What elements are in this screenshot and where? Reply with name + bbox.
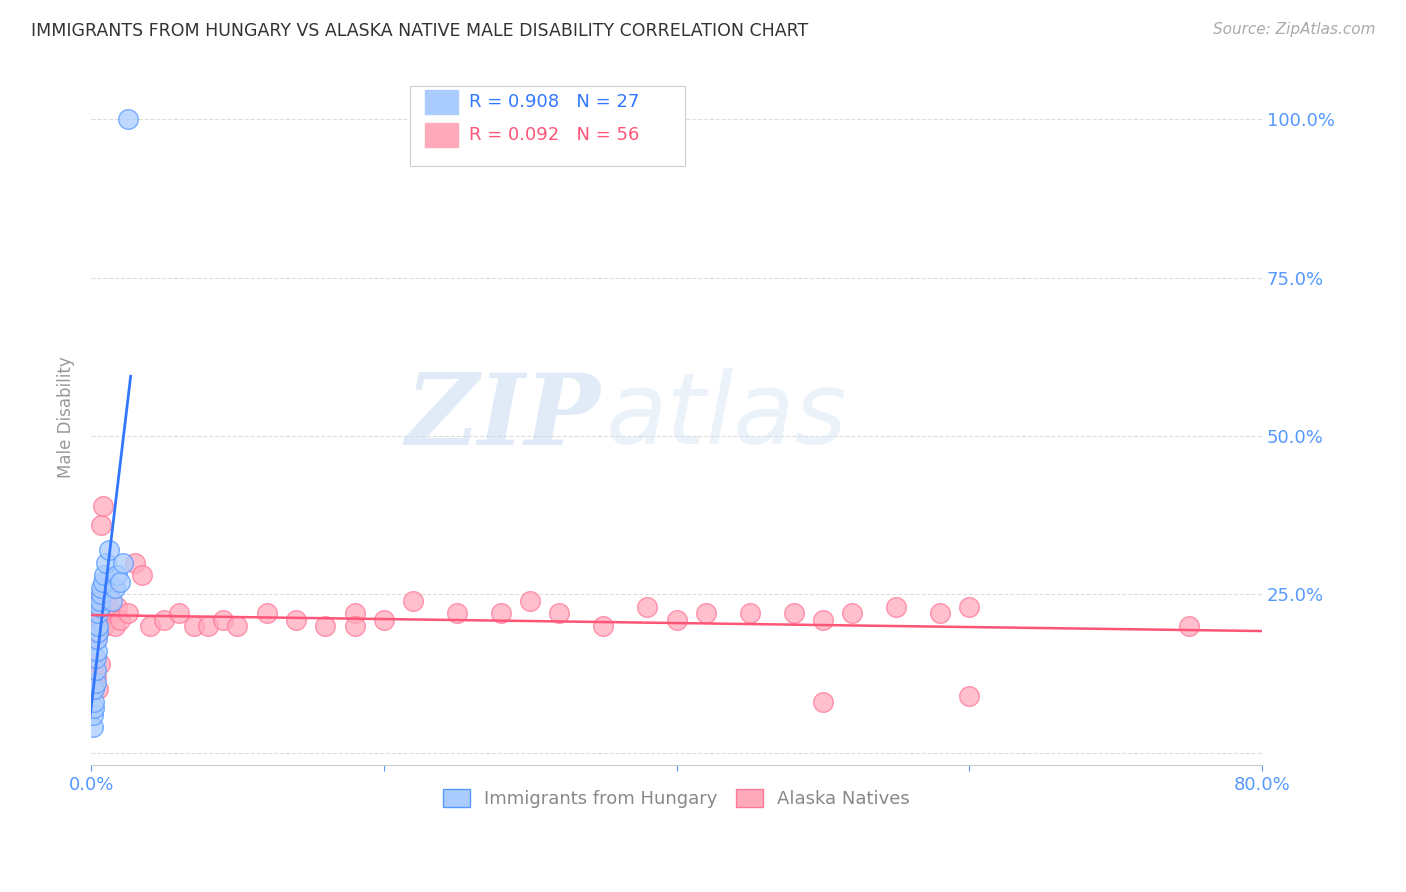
Point bbox=[84, 669, 107, 683]
Point bbox=[97, 587, 120, 601]
Text: IMMIGRANTS FROM HUNGARY VS ALASKA NATIVE MALE DISABILITY CORRELATION CHART: IMMIGRANTS FROM HUNGARY VS ALASKA NATIVE… bbox=[31, 22, 808, 40]
Point bbox=[91, 499, 114, 513]
Point bbox=[89, 599, 111, 614]
Point bbox=[103, 581, 125, 595]
Point bbox=[83, 625, 105, 640]
Point bbox=[90, 581, 112, 595]
Point bbox=[124, 556, 146, 570]
Point bbox=[117, 112, 139, 127]
Point bbox=[841, 606, 863, 620]
Point bbox=[83, 682, 105, 697]
Point bbox=[446, 606, 468, 620]
Point bbox=[84, 650, 107, 665]
Text: atlas: atlas bbox=[606, 368, 848, 466]
Point bbox=[107, 599, 129, 614]
Point bbox=[695, 606, 717, 620]
Point bbox=[343, 619, 366, 633]
Point bbox=[82, 707, 104, 722]
FancyBboxPatch shape bbox=[409, 86, 685, 166]
Point bbox=[1177, 619, 1199, 633]
Point bbox=[100, 593, 122, 607]
Point bbox=[343, 606, 366, 620]
Point bbox=[97, 542, 120, 557]
Point bbox=[86, 644, 108, 658]
Y-axis label: Male Disability: Male Disability bbox=[58, 356, 75, 478]
Point bbox=[103, 619, 125, 633]
Point bbox=[153, 613, 176, 627]
Point bbox=[183, 619, 205, 633]
Point bbox=[107, 568, 129, 582]
Point bbox=[117, 606, 139, 620]
Point bbox=[212, 613, 235, 627]
Legend: Immigrants from Hungary, Alaska Natives: Immigrants from Hungary, Alaska Natives bbox=[436, 781, 917, 815]
Point bbox=[83, 701, 105, 715]
Text: ZIP: ZIP bbox=[405, 368, 600, 465]
Point bbox=[87, 625, 110, 640]
Point bbox=[93, 619, 115, 633]
Point bbox=[87, 619, 110, 633]
Point bbox=[87, 606, 110, 620]
Point bbox=[548, 606, 571, 620]
Point bbox=[84, 606, 107, 620]
Point bbox=[811, 695, 834, 709]
Point bbox=[91, 574, 114, 589]
Point bbox=[94, 556, 117, 570]
Point bbox=[87, 606, 110, 620]
Point bbox=[811, 613, 834, 627]
Point bbox=[519, 593, 541, 607]
Point bbox=[738, 606, 761, 620]
Point bbox=[87, 682, 110, 697]
Text: Source: ZipAtlas.com: Source: ZipAtlas.com bbox=[1212, 22, 1375, 37]
Text: R = 0.092   N = 56: R = 0.092 N = 56 bbox=[470, 126, 640, 144]
Point bbox=[94, 599, 117, 614]
Point bbox=[138, 619, 160, 633]
Point bbox=[83, 657, 105, 671]
Bar bbox=[425, 90, 457, 114]
Point bbox=[86, 632, 108, 646]
Point bbox=[112, 556, 135, 570]
Point bbox=[90, 587, 112, 601]
Point bbox=[82, 619, 104, 633]
Point bbox=[782, 606, 804, 620]
Point bbox=[131, 568, 153, 582]
Point bbox=[256, 606, 278, 620]
Point bbox=[84, 676, 107, 690]
Bar bbox=[425, 123, 457, 146]
Text: R = 0.908   N = 27: R = 0.908 N = 27 bbox=[470, 93, 640, 111]
Point bbox=[636, 599, 658, 614]
Point bbox=[89, 613, 111, 627]
Point bbox=[489, 606, 512, 620]
Point bbox=[84, 632, 107, 646]
Point bbox=[83, 613, 105, 627]
Point bbox=[197, 619, 219, 633]
Point bbox=[373, 613, 395, 627]
Point bbox=[86, 593, 108, 607]
Point bbox=[90, 517, 112, 532]
Point bbox=[89, 657, 111, 671]
Point bbox=[665, 613, 688, 627]
Point bbox=[285, 613, 308, 627]
Point bbox=[87, 625, 110, 640]
Point bbox=[110, 613, 132, 627]
Point bbox=[957, 599, 980, 614]
Point bbox=[84, 663, 107, 677]
Point bbox=[110, 574, 132, 589]
Point bbox=[93, 568, 115, 582]
Point bbox=[86, 619, 108, 633]
Point bbox=[957, 689, 980, 703]
Point bbox=[314, 619, 336, 633]
Point bbox=[83, 695, 105, 709]
Point bbox=[82, 720, 104, 734]
Point bbox=[929, 606, 952, 620]
Point bbox=[100, 606, 122, 620]
Point bbox=[592, 619, 614, 633]
Point bbox=[402, 593, 425, 607]
Point bbox=[884, 599, 907, 614]
Point bbox=[89, 593, 111, 607]
Point bbox=[167, 606, 190, 620]
Point bbox=[226, 619, 249, 633]
